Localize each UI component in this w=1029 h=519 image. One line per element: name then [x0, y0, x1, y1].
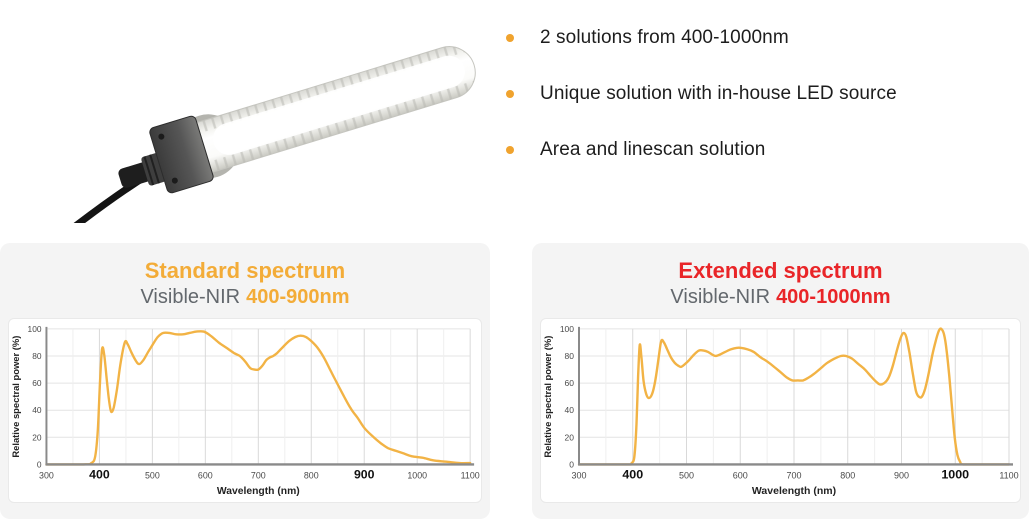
svg-text:Relative spectral power (%): Relative spectral power (%) [543, 336, 554, 458]
svg-text:400: 400 [622, 467, 643, 481]
svg-text:400: 400 [89, 467, 110, 481]
svg-text:40: 40 [32, 405, 42, 415]
svg-text:700: 700 [786, 470, 801, 480]
svg-text:800: 800 [304, 470, 319, 480]
svg-text:900: 900 [354, 467, 375, 481]
bullet-text: Area and linescan solution [540, 139, 766, 160]
tube-highlight [212, 55, 465, 155]
extended-spectrum-title-block: Extended spectrum Visible-NIR 400-1000nm [532, 243, 1029, 309]
tube-ribs [162, 40, 482, 183]
svg-text:80: 80 [32, 351, 42, 361]
end-cap [149, 115, 214, 194]
standard-spectrum-title-block: Standard spectrum Visible-NIR 400-900nm [0, 243, 490, 309]
led-bar-illustration [70, 40, 482, 231]
svg-text:900: 900 [894, 470, 909, 480]
subtitle-range: 400-1000nm [776, 286, 891, 308]
bullet-text: 2 solutions from 400-1000nm [540, 27, 789, 48]
svg-text:1000: 1000 [407, 470, 427, 480]
bullet-item: 2 solutions from 400-1000nm [506, 26, 897, 49]
subtitle-prefix: Visible-NIR [670, 286, 771, 308]
svg-text:Relative spectral power (%): Relative spectral power (%) [11, 336, 21, 458]
svg-text:100: 100 [560, 324, 574, 334]
svg-text:0: 0 [37, 459, 42, 469]
feature-bullets: 2 solutions from 400-1000nm Unique solut… [506, 26, 897, 161]
standard-spectrum-chart: 0 20 40 60 80 100 300 400 500 600 700 800 900 1000 110… [8, 318, 482, 503]
svg-text:600: 600 [733, 470, 748, 480]
svg-text:40: 40 [565, 405, 575, 415]
svg-text:600: 600 [198, 470, 213, 480]
svg-text:60: 60 [32, 378, 42, 388]
bullet-item: Area and linescan solution [506, 138, 897, 161]
svg-text:Wavelength (nm): Wavelength (nm) [752, 486, 836, 497]
extended-spectrum-panel: Extended spectrum Visible-NIR 400-1000nm … [532, 243, 1029, 519]
svg-text:500: 500 [145, 470, 160, 480]
subtitle-range: 400-900nm [246, 286, 350, 308]
standard-spectrum-panel: Standard spectrum Visible-NIR 400-900nm 0… [0, 243, 490, 519]
svg-text:60: 60 [565, 378, 575, 388]
chart-subtitle: Visible-NIR 400-1000nm [532, 285, 1029, 309]
svg-text:1100: 1100 [999, 470, 1018, 480]
svg-text:20: 20 [565, 432, 575, 442]
svg-text:500: 500 [679, 470, 694, 480]
chart-subtitle: Visible-NIR 400-900nm [0, 285, 490, 309]
subtitle-prefix: Visible-NIR [140, 286, 241, 308]
product-photo [20, 8, 482, 231]
svg-text:80: 80 [565, 351, 575, 361]
bullet-item: Unique solution with in-house LED source [506, 82, 897, 105]
bullet-text: Unique solution with in-house LED source [540, 83, 897, 104]
svg-text:300: 300 [571, 470, 586, 480]
bullet-dot-icon [506, 90, 514, 98]
bullet-dot-icon [506, 146, 514, 154]
extended-spectrum-chart: 0 20 40 60 80 100 300 400 500 600 700 800 900 1000 110… [540, 318, 1021, 503]
svg-text:0: 0 [569, 459, 574, 469]
svg-text:1000: 1000 [941, 467, 969, 481]
svg-text:Wavelength (nm): Wavelength (nm) [217, 486, 300, 497]
svg-text:800: 800 [840, 470, 855, 480]
chart-title: Standard spectrum [144, 258, 346, 283]
svg-text:100: 100 [28, 324, 42, 334]
svg-text:300: 300 [39, 470, 54, 480]
chart-title: Extended spectrum [678, 258, 883, 283]
svg-text:20: 20 [32, 432, 42, 442]
svg-text:1100: 1100 [461, 470, 480, 480]
svg-text:700: 700 [251, 470, 266, 480]
bullet-dot-icon [506, 34, 514, 42]
